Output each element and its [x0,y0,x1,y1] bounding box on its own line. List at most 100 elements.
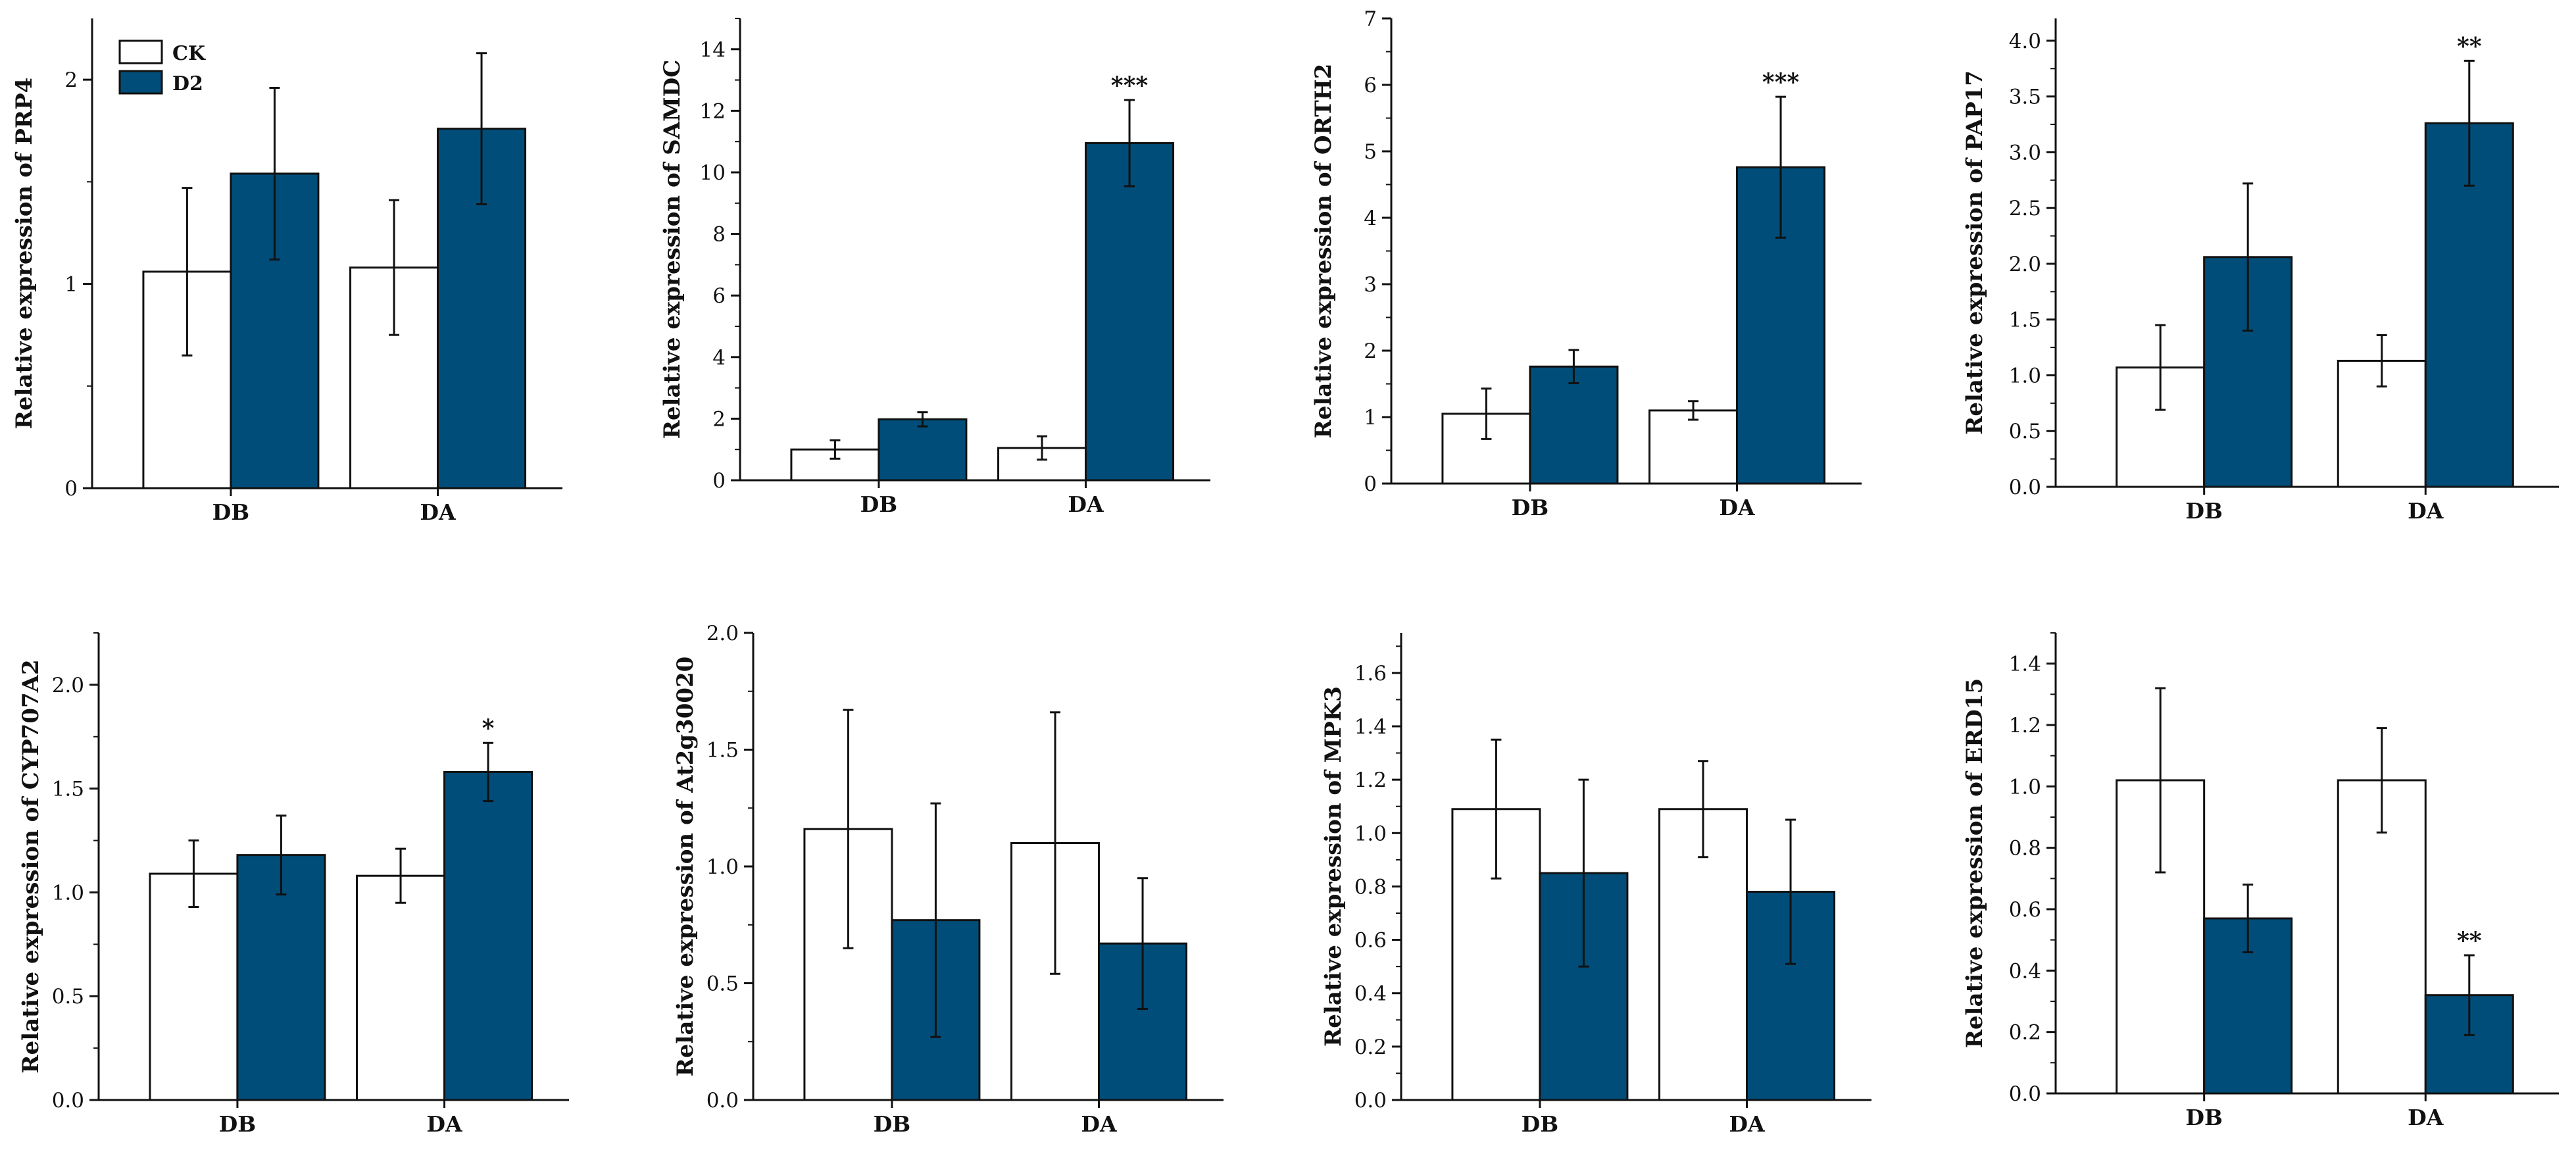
x-tick-label-da: DA [1729,1111,1765,1137]
x-tick-label-da: DA [1068,491,1104,517]
legend-ck-label: CK [172,42,206,65]
y-tick-label: 2.0 [52,674,84,697]
y-tick-label: 2.0 [2009,253,2041,276]
error-bar-ck-da [1037,435,1048,461]
y-tick-label: 0.5 [52,985,84,1009]
x-tick-label-da: DA [1719,495,1755,520]
y-tick-label: 1.6 [1354,662,1387,686]
x-tick-label-db: DB [2185,498,2223,524]
y-tick-label: 1.0 [2009,364,2041,388]
y-tick-label: 7 [1364,7,1377,31]
error-bar-d2-da [476,52,487,205]
y-tick-label: 0.0 [2009,476,2041,499]
bar-d2-db [236,854,326,1101]
y-tick-label: 5 [1364,140,1377,164]
y-tick-label: 1 [64,273,78,297]
y-tick-label: 0 [64,477,78,501]
y-tick-label: 1.4 [1354,715,1387,739]
y-axis-title: Relative expression of At2g30020 [672,657,699,1077]
y-axis-title: Relative expression of MPK3 [1320,686,1347,1047]
significance-mark: * [482,714,495,742]
y-axis-title: Relative expression of CYP707A2 [18,659,44,1073]
y-axis-title: Relative expression of PAP17 [1962,70,1988,435]
error-bar-d2-da [1775,95,1787,239]
y-tick-label: 6 [1364,74,1377,97]
error-bar-ck-da [1050,711,1061,975]
y-axis-title: Relative expression of ORTH2 [1310,64,1337,439]
error-bar-ck-db [188,839,199,909]
significance-mark: ** [2457,32,2482,60]
x-tick-label-da: DA [1081,1111,1117,1137]
legend: CK D2 [118,39,206,95]
error-bar-d2-db [1568,349,1579,384]
chart-panel-8: DB ** DA 0.0 0.2 0.4 0.6 0.8 1.0 1.2 1.4 Relative e… [1962,632,2559,1130]
y-tick-label: 3 [1364,273,1377,297]
error-bar-d2-da [2464,954,2475,1036]
error-bar-ck-da [395,847,407,904]
y-tick-label: 6 [712,284,726,308]
error-bar-d2-da [1124,99,1135,188]
error-bar-ck-db [830,439,841,460]
x-tick-label-db: DB [219,1111,257,1137]
y-tick-label: 1.5 [2009,309,2041,332]
y-tick-label: 0.4 [2009,959,2041,983]
significance-mark: ** [2457,927,2482,955]
y-tick-label: 0.0 [1354,1089,1387,1112]
y-tick-label: 0 [1364,472,1377,496]
error-bar-d2-da [1137,877,1149,1011]
y-axis-title: Relative expression of SAMDC [659,60,685,439]
y-tick-label: 1.0 [706,855,739,879]
error-bar-d2-db [269,87,280,261]
y-tick-label: 2 [1364,339,1377,363]
y-tick-label: 0.2 [2009,1021,2041,1045]
y-tick-label: 0.2 [1354,1036,1387,1059]
y-tick-label: 1.0 [2009,775,2041,799]
error-bar-ck-da [2376,727,2387,834]
y-axis-title: Relative expression of PRP4 [11,78,37,430]
error-bar-d2-db [930,802,941,1038]
y-tick-label: 3.5 [2009,86,2041,109]
y-tick-label: 2.0 [706,622,739,645]
y-axis-title: Relative expression of ERD15 [1962,678,1988,1048]
y-tick-label: 1.2 [1354,768,1387,792]
x-tick-label-db: DB [212,499,250,525]
chart-panel-5: DB * DA 0.0 0.5 1.0 1.5 2.0 Relative expression … [18,632,569,1137]
y-tick-label: 2 [64,68,78,92]
legend-d2-label: D2 [172,72,203,95]
bar-d2-da [443,770,533,1101]
x-tick-label-db: DB [1522,1111,1559,1137]
significance-mark: *** [1762,68,1800,96]
y-tick-label: 0.6 [2009,898,2041,922]
y-tick-label: 0.0 [2009,1082,2041,1106]
error-bar-d2-db [276,814,287,896]
error-bar-d2-da [483,741,494,803]
error-bar-ck-da [1688,400,1699,421]
chart-panel-6: DB DA 0.0 0.5 1.0 1.5 2.0 Relative expression o… [672,622,1224,1137]
chart-panel-7: DB DA 0.0 0.2 0.4 0.6 0.8 1.0 1.2 1.4 1.6 Relative … [1320,633,1871,1137]
y-tick-label: 0.4 [1354,982,1387,1006]
y-tick-label: 2.5 [2009,197,2041,220]
x-tick-label-da: DA [2408,498,2444,524]
significance-mark: *** [1111,72,1149,99]
error-bar-d2-db [917,411,928,428]
y-tick-label: 12 [700,99,726,123]
error-bar-ck-db [1491,738,1502,880]
y-tick-label: 2 [712,407,726,431]
error-bar-ck-da [2376,334,2387,388]
y-tick-label: 1.5 [706,739,739,762]
error-bar-ck-db [843,709,854,949]
y-tick-label: 1.2 [2009,714,2041,738]
x-tick-label-db: DB [874,1111,911,1137]
error-bar-ck-da [389,199,400,336]
y-tick-label: 0.0 [52,1089,84,1112]
chart-panel-4: DB ** DA 0.0 0.5 1.0 1.5 2.0 2.5 3.0 3.5 4.0 Relativ… [1962,18,2559,524]
y-tick-label: 3.0 [2009,141,2041,164]
y-tick-label: 14 [700,38,726,62]
x-tick-label-db: DB [2185,1105,2223,1130]
error-bar-ck-db [2155,324,2166,411]
error-bar-ck-db [1481,388,1492,440]
y-tick-label: 1.0 [52,881,84,905]
chart-panel-1: DB DA 0 1 2 Relative expression of PRP4 [11,18,562,525]
y-tick-label: 1.4 [2009,653,2041,676]
